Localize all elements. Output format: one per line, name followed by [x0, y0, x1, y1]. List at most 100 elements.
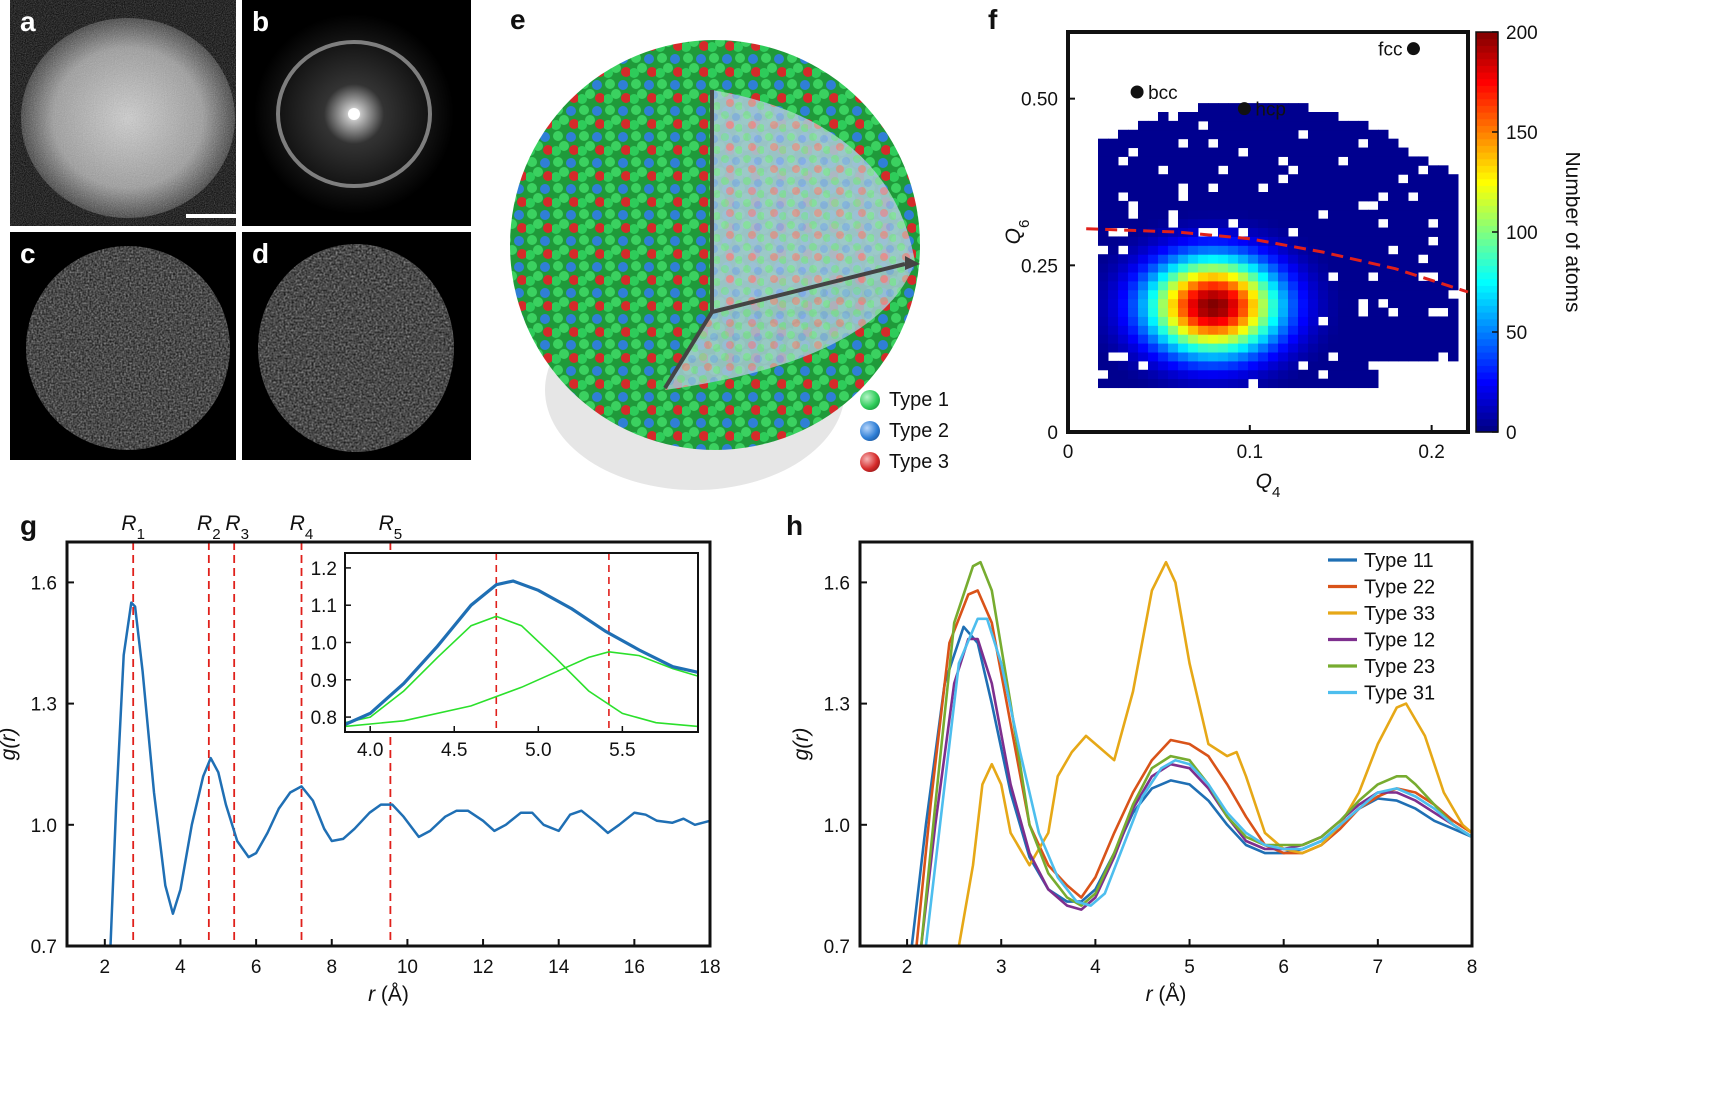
- heatmap-cell: [1118, 378, 1129, 389]
- heatmap-cell: [1288, 209, 1299, 220]
- heatmap-cell: [1288, 147, 1299, 157]
- x-tick-label: 2: [100, 957, 111, 978]
- heatmap-cell: [1308, 138, 1319, 149]
- panel-c-image: c: [10, 232, 236, 460]
- heatmap-cell: [1348, 227, 1359, 237]
- heatmap-cell: [1398, 254, 1409, 264]
- x-tick-label: 18: [699, 957, 720, 978]
- heatmap-cell: [1148, 147, 1159, 157]
- colorbar-segment: [1476, 198, 1498, 206]
- heatmap-cell: [1118, 272, 1129, 282]
- heatmap-cell: [1358, 352, 1369, 362]
- heatmap-cell: [1308, 183, 1319, 193]
- heatmap-cell: [1168, 360, 1179, 371]
- heatmap-cell: [1098, 218, 1109, 229]
- heatmap-cell: [1298, 183, 1309, 193]
- heatmap-cell: [1348, 378, 1359, 389]
- heatmap-cell: [1348, 156, 1359, 166]
- colorbar-segment: [1476, 258, 1498, 266]
- heatmap-cell: [1138, 343, 1149, 353]
- heatmap-cell: [1278, 334, 1289, 344]
- heatmap-cell: [1318, 289, 1329, 300]
- colorbar-segment: [1476, 278, 1498, 286]
- heatmap-cell: [1318, 307, 1329, 317]
- x-tick-label: 4: [175, 957, 186, 978]
- heatmap-cell: [1408, 272, 1419, 282]
- heatmap-cell: [1178, 325, 1189, 335]
- heatmap-cell: [1228, 200, 1239, 211]
- heatmap-cell: [1388, 218, 1399, 229]
- heatmap-cell: [1208, 369, 1219, 380]
- heatmap-cell: [1118, 263, 1129, 273]
- heatmap-cell: [1298, 174, 1309, 184]
- heatmap-cell: [1258, 209, 1269, 220]
- heatmap-cell: [1258, 280, 1269, 291]
- heatmap-cell: [1288, 280, 1299, 291]
- colorbar-segment: [1476, 98, 1498, 106]
- y-tick-label: 0: [1047, 423, 1058, 444]
- heatmap-cell: [1328, 378, 1339, 389]
- heatmap-cell: [1368, 165, 1379, 175]
- heatmap-cell: [1108, 147, 1119, 157]
- heatmap-cell: [1248, 272, 1259, 282]
- heatmap-cell: [1148, 174, 1159, 184]
- heatmap-cell: [1218, 138, 1229, 149]
- heatmap-cell: [1188, 343, 1199, 353]
- colorbar-segment: [1476, 178, 1498, 186]
- heatmap-cell: [1288, 360, 1299, 371]
- heatmap-cell: [1368, 334, 1379, 344]
- heatmap-cell: [1358, 325, 1369, 335]
- heatmap-cell: [1378, 200, 1389, 211]
- heatmap-cell: [1358, 218, 1369, 229]
- heatmap-cell: [1288, 263, 1299, 273]
- heatmap-cell: [1128, 254, 1139, 264]
- inset-fit-curve: [344, 650, 699, 728]
- heatmap-cell: [1278, 272, 1289, 282]
- heatmap-cell: [1448, 183, 1459, 193]
- heatmap-cell: [1368, 289, 1379, 300]
- heatmap-cell: [1358, 280, 1369, 291]
- heatmap-cell: [1388, 138, 1399, 149]
- heatmap-cell: [1318, 298, 1329, 309]
- colorbar-segment: [1476, 45, 1498, 53]
- heatmap-cell: [1368, 183, 1379, 193]
- heatmap-cell: [1318, 263, 1329, 273]
- heatmap-cell: [1118, 147, 1129, 157]
- heatmap-cell: [1168, 236, 1179, 246]
- y-axis-label: Q6: [1002, 220, 1033, 245]
- heatmap-cell: [1328, 147, 1339, 157]
- heatmap-cell: [1138, 334, 1149, 344]
- heatmap-cell: [1448, 200, 1459, 211]
- colorbar-segment: [1476, 312, 1498, 320]
- inset-x-tick-label: 4.5: [441, 740, 467, 761]
- heatmap-cell: [1358, 165, 1369, 175]
- colorbar-segment: [1476, 405, 1498, 413]
- heatmap-cell: [1358, 254, 1369, 264]
- heatmap-cell: [1368, 325, 1379, 335]
- peak-marker-label-R4: R4: [290, 512, 314, 543]
- heatmap-cell: [1308, 236, 1319, 246]
- heatmap-cell: [1168, 343, 1179, 353]
- heatmap-cell: [1328, 183, 1339, 193]
- heatmap-cell: [1318, 352, 1329, 362]
- heatmap-cell: [1358, 236, 1369, 246]
- heatmap-cell: [1258, 263, 1269, 273]
- inset-x-tick-label: 4.0: [357, 740, 383, 761]
- heatmap-cell: [1308, 369, 1319, 380]
- heatmap-cell: [1198, 129, 1209, 140]
- heatmap-cell: [1238, 272, 1249, 282]
- heatmap-cell: [1248, 147, 1259, 157]
- heatmap-cell: [1148, 369, 1159, 380]
- heatmap-cell: [1138, 218, 1149, 229]
- heatmap-cell: [1278, 352, 1289, 362]
- heatmap-cell: [1258, 254, 1269, 264]
- heatmap-cell: [1398, 192, 1409, 202]
- heatmap-cell: [1448, 174, 1459, 184]
- inset-y-tick-label: 1.2: [311, 559, 337, 580]
- heatmap-cell: [1098, 183, 1109, 193]
- heatmap-cell: [1168, 325, 1179, 335]
- heatmap-cell: [1298, 112, 1309, 122]
- peak-marker-label-R1: R1: [121, 512, 145, 543]
- heatmap-cell: [1158, 289, 1169, 300]
- heatmap-cell: [1298, 120, 1309, 131]
